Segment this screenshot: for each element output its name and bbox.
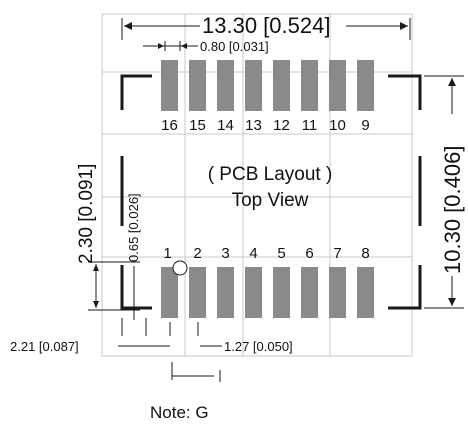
offset-dimension	[118, 318, 222, 382]
note-text: Note: G	[150, 403, 209, 422]
pad-13	[245, 60, 262, 111]
pin-label-7: 7	[333, 245, 341, 262]
pin-label-13: 13	[245, 117, 262, 134]
pin-label-11: 11	[302, 117, 318, 134]
layout-subtitle: Top View	[232, 190, 309, 211]
pin-label-2: 2	[193, 245, 201, 262]
pin-label-16: 16	[161, 117, 178, 134]
offset-label: 2.21 [0.087]	[10, 339, 79, 354]
layout-title: ( PCB Layout )	[208, 164, 333, 185]
pad-2	[189, 267, 206, 318]
pad-6	[301, 267, 318, 318]
small-pitch-label: 0.80 [0.031]	[200, 39, 269, 54]
pin-label-3: 3	[221, 245, 229, 262]
grid-lines	[101, 13, 413, 357]
top-pad-row	[161, 60, 374, 111]
pad-12	[273, 60, 290, 111]
pin-label-4: 4	[249, 245, 257, 262]
pad-10	[329, 60, 346, 111]
pin-label-8: 8	[361, 245, 369, 262]
pad-11	[301, 60, 318, 111]
top-pin-labels: 16 15 14 13 12 11 10 9	[161, 117, 370, 134]
pad-width-label: 0.65 [0.026]	[126, 193, 141, 262]
pad-1	[161, 267, 178, 318]
pin-label-1: 1	[163, 245, 171, 262]
small-pitch-dimension	[143, 41, 198, 51]
width-dimension-label: 13.30 [0.524]	[202, 13, 330, 38]
row-gap-dimension	[88, 261, 140, 311]
pin-label-10: 10	[329, 117, 346, 134]
pad-7	[329, 267, 346, 318]
width-dimension	[121, 18, 411, 40]
pitch-label: 1.27 [0.050]	[224, 339, 293, 354]
pad-5	[273, 267, 290, 318]
pin-label-15: 15	[189, 117, 206, 134]
bottom-pin-labels: 1 2 3 4 5 6 7 8	[163, 245, 369, 262]
row-gap-label: 2.30 [0.091]	[76, 164, 97, 264]
package-outline	[120, 74, 422, 310]
pad-4	[245, 267, 262, 318]
pin1-marker	[172, 260, 188, 276]
pad-14	[217, 60, 234, 111]
pin-label-12: 12	[273, 117, 290, 134]
pin-label-5: 5	[277, 245, 285, 262]
pin-label-6: 6	[305, 245, 313, 262]
pin-label-14: 14	[217, 117, 234, 134]
pad-15	[189, 60, 206, 111]
pad-9	[357, 60, 374, 111]
pad-8	[357, 267, 374, 318]
pad-3	[217, 267, 234, 318]
height-dimension	[424, 75, 464, 309]
bottom-pad-row	[161, 267, 374, 318]
pad-16	[161, 60, 178, 111]
pin-label-9: 9	[361, 117, 369, 134]
height-dimension-label: 10.30 [0.406]	[440, 146, 465, 274]
